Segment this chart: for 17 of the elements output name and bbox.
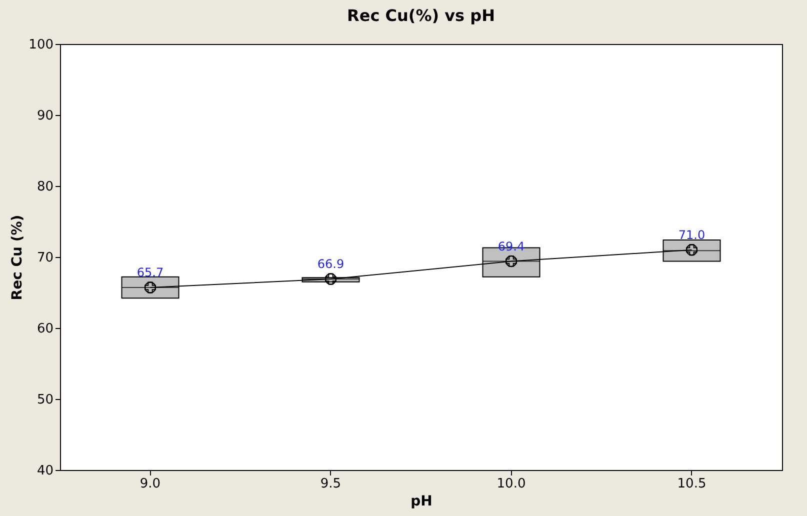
x-tick-label: 9.0 xyxy=(140,476,161,492)
x-tick-label: 10.0 xyxy=(496,476,526,492)
y-tick-label: 90 xyxy=(36,108,54,124)
x-tick-label: 10.5 xyxy=(677,476,706,492)
x-axis-title: pH xyxy=(410,494,432,510)
y-tick-label: 40 xyxy=(36,464,54,478)
y-tick-label: 100 xyxy=(28,38,54,52)
y-axis-title: Rec Cu (%) xyxy=(10,214,26,300)
x-tick-label: 9.5 xyxy=(320,476,342,492)
y-tick-label: 70 xyxy=(36,250,54,266)
y-tick-label: 80 xyxy=(36,180,54,194)
y-tick-label: 60 xyxy=(36,322,54,336)
text: 66.9 xyxy=(317,257,344,272)
chart-title: Rec Cu(%) vs pH xyxy=(347,6,495,25)
y-tick-label: 50 xyxy=(36,392,54,408)
text: 71.0 xyxy=(678,228,706,242)
text: 65.7 xyxy=(136,266,164,280)
